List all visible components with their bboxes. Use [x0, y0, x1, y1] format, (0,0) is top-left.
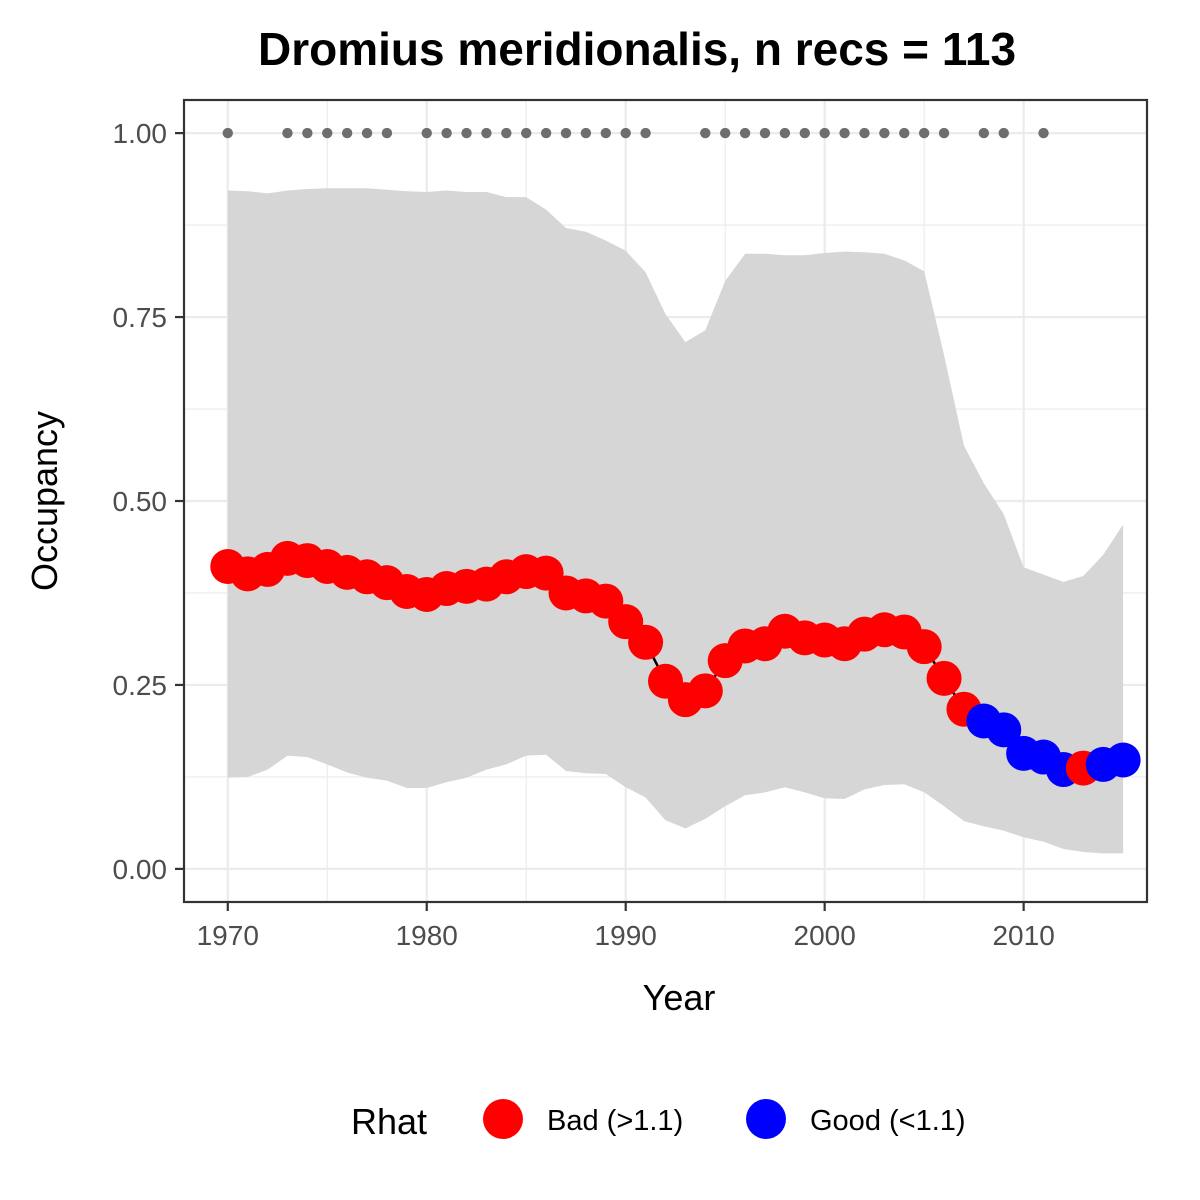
record-marker: [1038, 127, 1049, 139]
record-marker: [381, 127, 393, 139]
record-marker: [918, 127, 930, 139]
occupancy-point: [1105, 742, 1141, 778]
record-marker: [998, 127, 1009, 139]
x-tick-label: 2010: [992, 920, 1054, 951]
record-marker: [560, 127, 572, 139]
record-marker: [859, 127, 870, 139]
record-marker: [700, 127, 711, 139]
record-marker: [282, 127, 293, 139]
y-tick-label: 1.00: [113, 118, 168, 149]
record-marker: [461, 127, 472, 139]
occupancy-point: [926, 660, 962, 696]
record-marker: [839, 127, 850, 139]
legend: Rhat Bad (>1.1) Good (<1.1): [351, 1099, 966, 1142]
record-marker: [938, 127, 950, 139]
plot-panel: [182, 98, 1149, 904]
record-marker: [580, 127, 592, 139]
credible-interval-ribbon: [227, 188, 1124, 854]
record-marker: [759, 127, 771, 139]
occupancy-point: [986, 712, 1022, 748]
y-axis-title: Occupancy: [24, 411, 65, 591]
legend-label-good: Good (<1.1): [810, 1105, 966, 1137]
record-marker: [719, 127, 731, 139]
record-marker: [481, 127, 492, 139]
record-marker: [600, 127, 612, 139]
record-marker: [799, 127, 810, 139]
record-marker: [341, 127, 353, 139]
record-marker: [620, 127, 631, 139]
y-tick-label: 0.00: [113, 854, 168, 885]
record-marker: [540, 127, 552, 139]
record-marker: [521, 127, 532, 139]
legend-title: Rhat: [351, 1101, 427, 1142]
x-tick-label: 2000: [794, 920, 856, 951]
record-marker: [978, 127, 990, 139]
x-axis-title: Year: [643, 977, 716, 1018]
x-tick-label: 1980: [396, 920, 458, 951]
record-marker: [361, 127, 373, 139]
y-tick-label: 0.25: [113, 670, 168, 701]
y-axis: 0.00 0.25 0.50 0.75 1.00: [113, 118, 184, 885]
legend-key-bad: [483, 1099, 523, 1139]
x-tick-label: 1970: [197, 920, 259, 951]
record-marker: [222, 127, 233, 139]
record-marker: [421, 127, 432, 139]
y-tick-label: 0.75: [113, 302, 168, 333]
record-marker: [879, 127, 890, 139]
legend-label-bad: Bad (>1.1): [547, 1105, 683, 1137]
record-marker: [322, 127, 333, 139]
x-axis: 1970 1980 1990 2000 2010: [197, 902, 1055, 951]
occupancy-point: [628, 624, 664, 660]
occupancy-point: [906, 629, 942, 665]
occupancy-points: [210, 540, 1141, 788]
record-marker: [501, 127, 512, 139]
record-marker: [899, 127, 910, 139]
record-marker: [640, 127, 651, 139]
occupancy-point: [687, 673, 723, 709]
chart-title: Dromius meridionalis, n recs = 113: [258, 23, 1016, 75]
record-marker: [779, 127, 791, 139]
record-marker: [739, 127, 751, 139]
legend-key-good: [746, 1099, 786, 1139]
y-tick-label: 0.50: [113, 486, 168, 517]
record-marker: [819, 127, 830, 139]
x-tick-label: 1990: [595, 920, 657, 951]
record-marker: [302, 127, 313, 139]
record-marker: [441, 127, 452, 139]
record-markers: [222, 127, 1049, 139]
